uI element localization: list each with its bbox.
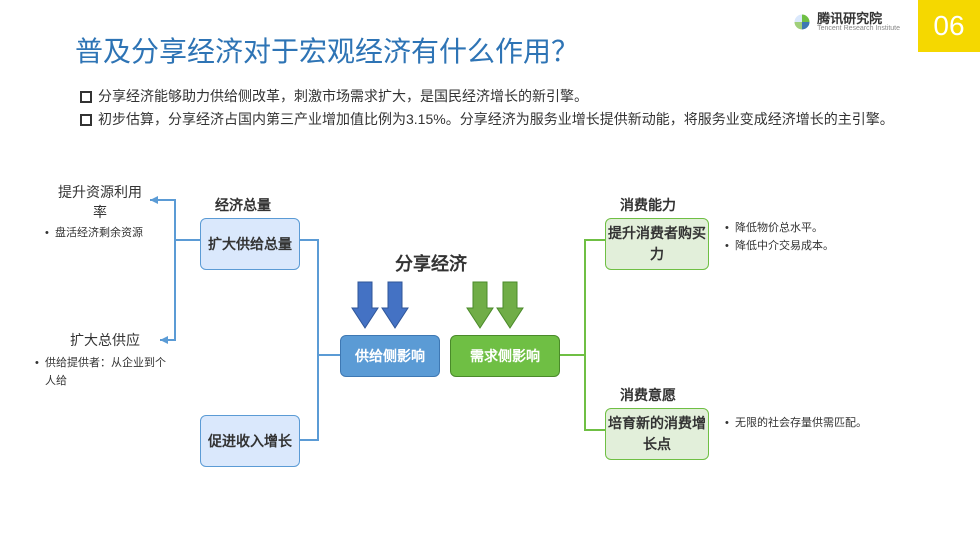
page-number: 06 (933, 10, 964, 42)
consume-will-label: 消费意愿 (620, 385, 676, 405)
promote-income-box: 促进收入增长 (200, 415, 300, 467)
note-item: 降低物价总水平。 (725, 220, 885, 238)
resource-util-label: 提升资源利用率 (55, 182, 145, 222)
brand-sub: Tencent Research Institute (817, 25, 900, 32)
slide-root: 06 腾讯研究院 Tencent Research Institute 普及分享… (0, 0, 980, 551)
total-supply-label: 扩大总供应 (70, 330, 140, 350)
note-item: 供给提供者：从企业到个人给 (35, 355, 175, 390)
brand-logo-icon (793, 13, 811, 31)
consume-ability-box: 提升消费者购买力 (605, 218, 709, 270)
note-ability: 降低物价总水平。 降低中介交易成本。 (725, 220, 885, 255)
arrow-down-green (465, 280, 525, 335)
arrow-down-blue (350, 280, 410, 335)
brand-block: 腾讯研究院 Tencent Research Institute (793, 12, 900, 32)
center-title: 分享经济 (395, 250, 467, 276)
brand-name: 腾讯研究院 (817, 12, 900, 25)
demand-side-box: 需求侧影响 (450, 335, 560, 377)
consume-ability-label: 消费能力 (620, 195, 676, 215)
note-item: 降低中介交易成本。 (725, 238, 885, 256)
bullet-item: 分享经济能够助力供给侧改革，刺激市场需求扩大，是国民经济增长的新引擎。 (80, 86, 920, 107)
note-item: 无限的社会存量供需匹配。 (725, 415, 925, 433)
note-supply: 供给提供者：从企业到个人给 (35, 355, 175, 390)
consume-will-box: 培育新的消费增长点 (605, 408, 709, 460)
econ-total-label: 经济总量 (215, 195, 271, 215)
bullet-item: 初步估算，分享经济占国内第三产业增加值比例为3.15%。分享经济为服务业增长提供… (80, 109, 920, 130)
page-number-badge: 06 (918, 0, 980, 52)
note-item: 盘活经济剩余资源 (45, 225, 155, 243)
slide-title: 普及分享经济对于宏观经济有什么作用？ (75, 30, 579, 70)
expand-supply-box: 扩大供给总量 (200, 218, 300, 270)
bullet-list: 分享经济能够助力供给侧改革，刺激市场需求扩大，是国民经济增长的新引擎。 初步估算… (80, 86, 920, 132)
brand-text-wrap: 腾讯研究院 Tencent Research Institute (817, 12, 900, 32)
note-resource: 盘活经济剩余资源 (45, 225, 155, 243)
supply-side-box: 供给侧影响 (340, 335, 440, 377)
diagram-area: 分享经济 供给侧影响 需求侧影响 经济总量 扩大供给总量 促进收入增长 提升资源… (0, 170, 980, 540)
note-will: 无限的社会存量供需匹配。 (725, 415, 925, 433)
